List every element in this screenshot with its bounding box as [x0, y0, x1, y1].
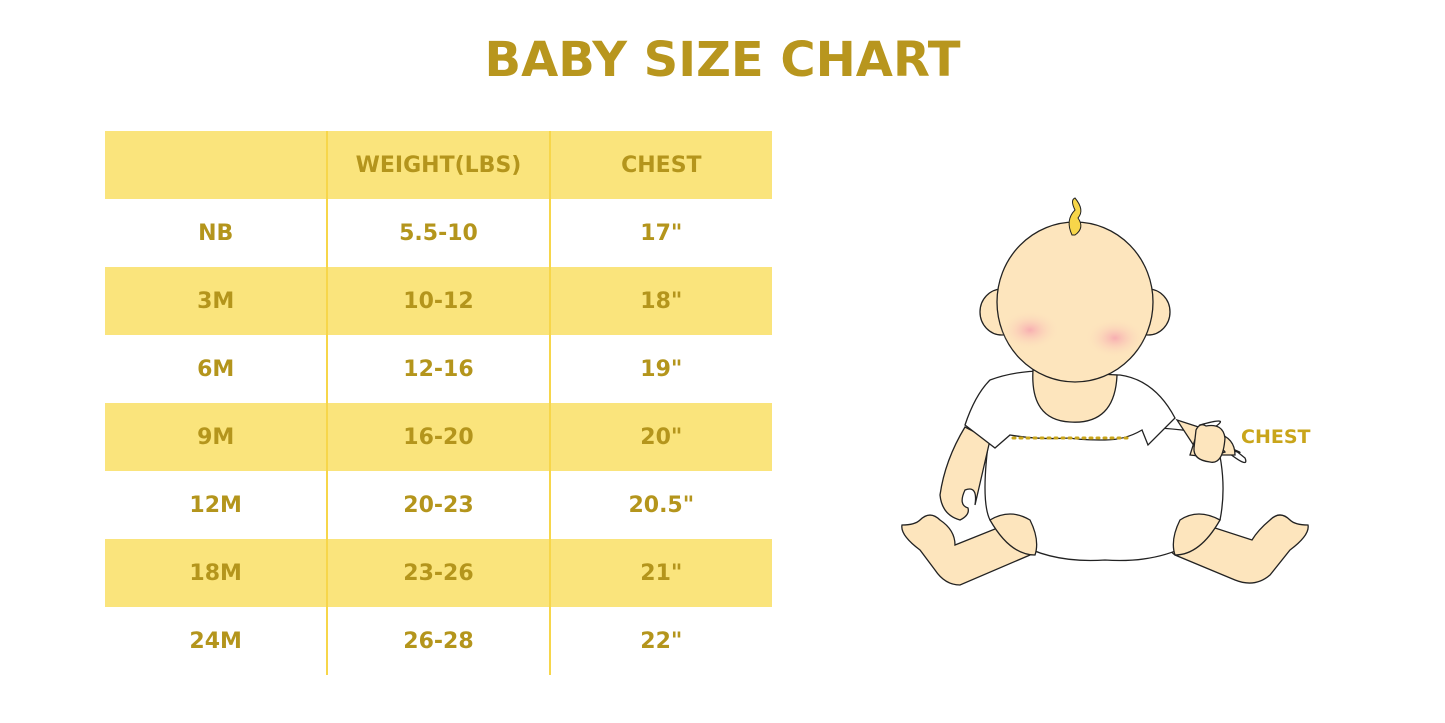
chest-cell: 17" — [548, 199, 772, 267]
table-row: 3M 10-12 18" — [105, 267, 772, 335]
size-cell: NB — [198, 220, 234, 246]
table-header: WEIGHT(LBS) CHEST — [105, 131, 772, 199]
header-cell — [105, 131, 328, 199]
weight-cell: 10-12 — [326, 267, 550, 335]
weight-cell: 26-28 — [326, 607, 550, 675]
chest-cell: 20.5" — [548, 471, 772, 539]
size-cell: 6M — [197, 356, 235, 382]
table-row: 6M 12-16 19" — [105, 335, 772, 403]
baby-illustration — [901, 197, 1309, 586]
header-cell: WEIGHT(LBS) — [326, 131, 550, 199]
size-cell: 24M — [189, 628, 242, 654]
table-row: 9M 16-20 20" — [105, 403, 772, 471]
page-title: BABY SIZE CHART — [484, 32, 961, 88]
table-row: 24M 26-28 22" — [105, 607, 772, 675]
size-cell: 3M — [105, 267, 328, 335]
chest-cell: 21" — [548, 539, 772, 607]
chest-cell: 20" — [548, 403, 772, 471]
size-cell: 9M — [105, 403, 328, 471]
chest-label: CHEST — [1241, 426, 1311, 448]
chest-cell: 18" — [548, 267, 772, 335]
table-row: NB 5.5-10 17" — [105, 199, 772, 267]
weight-cell: 20-23 — [326, 471, 550, 539]
chest-cell: 22" — [548, 607, 772, 675]
chest-cell: 19" — [548, 335, 772, 403]
header-cell: CHEST — [548, 131, 772, 199]
table-row: 12M 20-23 20.5" — [105, 471, 772, 539]
weight-cell: 16-20 — [326, 403, 550, 471]
left-cheek — [1000, 310, 1060, 350]
left-arm — [939, 426, 991, 521]
hair-curl — [1068, 197, 1082, 236]
right-cheek — [1085, 318, 1145, 358]
size-cell: 18M — [105, 539, 328, 607]
size-table: WEIGHT(LBS) CHEST NB 5.5-10 17" 3M 10-12… — [105, 131, 772, 675]
size-cell: 12M — [189, 492, 242, 518]
weight-cell: 23-26 — [326, 539, 550, 607]
table-row: 18M 23-26 21" — [105, 539, 772, 607]
weight-cell: 5.5-10 — [326, 199, 550, 267]
weight-cell: 12-16 — [326, 335, 550, 403]
